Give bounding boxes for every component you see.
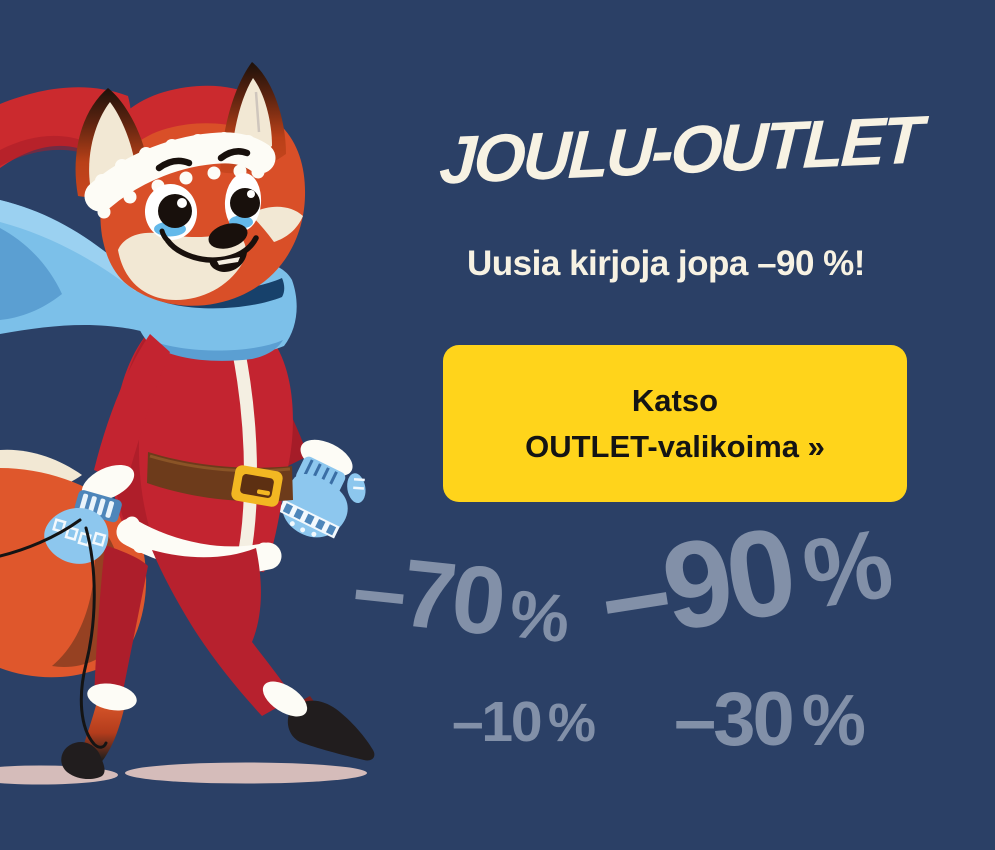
discount-unit: % (505, 576, 570, 657)
eyebrows (155, 148, 251, 172)
ground-shadow-front (125, 762, 367, 784)
cta-label-line2: OUTLET-valikoima » (525, 428, 825, 464)
discount-badge-10: –10% (452, 693, 596, 753)
right-cheek-fur (250, 206, 303, 242)
cta-label-line1: Katso (631, 382, 719, 418)
page-title: JOULU-OUTLET (437, 102, 923, 199)
discount-badge-30: –30% (674, 681, 866, 761)
front-leg (152, 548, 375, 761)
outlet-cta-button[interactable]: Katso OUTLET-valikoima » (443, 345, 907, 502)
discount-value: –90 (591, 502, 801, 668)
nose-and-mouth (159, 223, 259, 272)
hero-subtitle: Uusia kirjoja jopa –90 %! (467, 244, 865, 283)
sack-string (0, 518, 108, 749)
discount-unit: % (801, 681, 866, 761)
santa-hat (94, 85, 272, 200)
discount-badge-90: –90% (591, 494, 895, 667)
scarf-tail (0, 200, 152, 334)
belt-buckle (231, 465, 283, 507)
belt (147, 452, 293, 507)
muzzle (118, 232, 247, 300)
discount-value: –10 (452, 690, 543, 754)
fox-santa-illustration (0, 62, 375, 785)
discount-unit: % (547, 693, 596, 753)
discount-badge-70: –70% (348, 534, 572, 658)
back-leg (61, 545, 148, 780)
discount-value: –70 (348, 534, 508, 657)
fox-head (75, 62, 306, 306)
eyes (144, 173, 262, 240)
discount-value: –30 (674, 677, 795, 762)
discount-unit: % (796, 508, 895, 630)
